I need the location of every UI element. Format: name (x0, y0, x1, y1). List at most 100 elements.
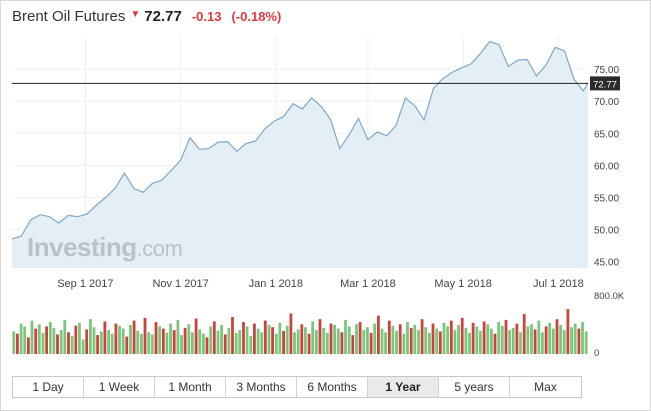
volume-bar (315, 330, 318, 354)
volume-bar (398, 324, 402, 354)
volume-bar (103, 321, 107, 354)
volume-bar (176, 319, 180, 354)
investing-watermark: Investing.com (27, 232, 182, 262)
watermark-brand: Investing (27, 232, 137, 262)
period-button-1-month[interactable]: 1 Month (155, 377, 226, 397)
volume-bar (63, 319, 67, 354)
volume-bar (358, 322, 362, 354)
volume-bar (457, 325, 460, 354)
volume-bar (227, 327, 231, 354)
volume-bar (125, 336, 129, 354)
volume-bar (70, 335, 74, 354)
volume-bar (52, 327, 56, 354)
volume-bar (245, 326, 249, 354)
volume-bar (519, 332, 522, 355)
volume-bar (406, 322, 409, 354)
volume-bar (19, 323, 23, 355)
volume-bar (136, 330, 140, 354)
volume-bar (107, 330, 110, 354)
volume-bar (562, 330, 566, 354)
volume-bar (143, 317, 147, 355)
period-button-1-year[interactable]: 1 Year (368, 377, 439, 397)
volume-bar (446, 326, 449, 354)
volume-bar (169, 323, 172, 355)
volume-bar (74, 325, 78, 354)
volume-bar (551, 328, 555, 354)
price-line (11, 40, 589, 240)
volume-bar (424, 327, 428, 354)
volume-bar (41, 333, 45, 354)
volume-bar (263, 320, 267, 354)
volume-bar (81, 339, 85, 354)
volume-bar (486, 324, 490, 354)
volume-bar (479, 330, 482, 354)
volume-bar (526, 326, 530, 354)
volume-bar (453, 330, 457, 354)
volume-bar (475, 326, 479, 354)
volume-axis-min: 0 (594, 348, 599, 359)
volume-bar (377, 315, 380, 354)
volume-bar (48, 322, 52, 354)
period-button-1-day[interactable]: 1 Day (13, 377, 84, 397)
period-button-6-months[interactable]: 6 Months (297, 377, 368, 397)
volume-bar (293, 332, 296, 355)
period-button-5-years[interactable]: 5 years (439, 377, 510, 397)
volume-bar (209, 326, 213, 354)
volume-bar (413, 325, 417, 354)
volume-bar (555, 319, 559, 354)
volume-bar (242, 322, 245, 354)
volume-bar (336, 328, 340, 354)
volume-bar (369, 333, 373, 354)
volume-bar (92, 327, 96, 354)
volume-bar (300, 324, 304, 354)
volume-bar (573, 323, 577, 355)
volume-bar (373, 323, 377, 355)
volume-bar (183, 327, 187, 354)
volume-bar (304, 327, 307, 354)
volume-bar (187, 324, 191, 354)
y-tick-label: 45.00 (594, 258, 619, 269)
volume-bar (566, 309, 570, 355)
volume-bar (27, 337, 30, 354)
period-button-max[interactable]: Max (534, 380, 557, 394)
volume-bar (384, 332, 387, 355)
volume-bar (172, 330, 176, 354)
volume-bar (253, 323, 256, 355)
volume-bar (500, 325, 504, 354)
volume-bar (110, 333, 114, 354)
instrument-header: Brent Oil Futures ▼ 72.77 -0.13 (-0.18%) (12, 8, 281, 28)
x-tick-label: May 1 2018 (434, 278, 491, 290)
volume-bar (121, 328, 125, 354)
period-button-3-months[interactable]: 3 Months (226, 377, 297, 397)
current-price-tag (590, 76, 620, 91)
price-chart[interactable]: 72.77 75.00 70.00 65.00 60.00 55.00 50.00 45.00… (0, 0, 651, 370)
volume-bar (114, 323, 118, 355)
volume-bar (508, 330, 511, 354)
volume-bar (260, 332, 264, 355)
volume-bar (307, 333, 311, 354)
y-tick-label: 70.00 (594, 97, 619, 108)
volume-bar (278, 322, 282, 354)
volume-bar (417, 330, 420, 354)
watermark-domain: .com (137, 236, 183, 261)
volume-bar (23, 326, 27, 354)
volume-bar (205, 337, 209, 354)
volume-bar (150, 334, 154, 354)
volume-bar (431, 323, 435, 355)
volume-bar (362, 330, 366, 354)
volume-bar (504, 319, 508, 354)
period-selector: 1 Day 1 Week 1 Month 3 Months 6 Months 1 Year… (12, 376, 582, 398)
volume-bar (329, 323, 333, 355)
period-button-1-week[interactable]: 1 Week (84, 377, 155, 397)
volume-bar (537, 320, 541, 354)
volume-bar (515, 323, 519, 355)
volume-bar (395, 330, 398, 354)
instrument-title: Brent Oil Futures (12, 8, 126, 25)
volume-bar (442, 322, 446, 354)
volume-bar (267, 325, 271, 354)
volume-bar (285, 325, 289, 354)
volume-bar (78, 322, 81, 354)
volume-bar (577, 328, 581, 354)
volume-bar (482, 321, 486, 354)
volume-bar (274, 333, 278, 354)
